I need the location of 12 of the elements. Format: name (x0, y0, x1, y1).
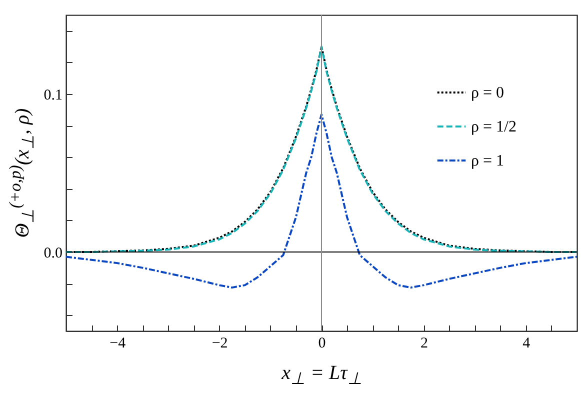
x-axis-title: x$_{⊥}$ = Lτ$_{⊥}$ (282, 362, 362, 389)
y-tick-label: 0.1 (44, 88, 62, 104)
x-tick-label: 4 (522, 336, 531, 352)
legend-label: ρ = 1/2 (471, 118, 516, 136)
x-tick-label: −4 (110, 336, 126, 352)
x-tick-label: 0 (318, 336, 326, 352)
x-tick-label: 2 (420, 336, 428, 352)
legend-label: ρ = 0 (471, 84, 504, 102)
x-tick-label: −2 (212, 336, 228, 352)
legend-label: ρ = 1 (471, 152, 504, 170)
line-series (66, 114, 577, 289)
y-tick-label: 0.0 (44, 246, 62, 262)
